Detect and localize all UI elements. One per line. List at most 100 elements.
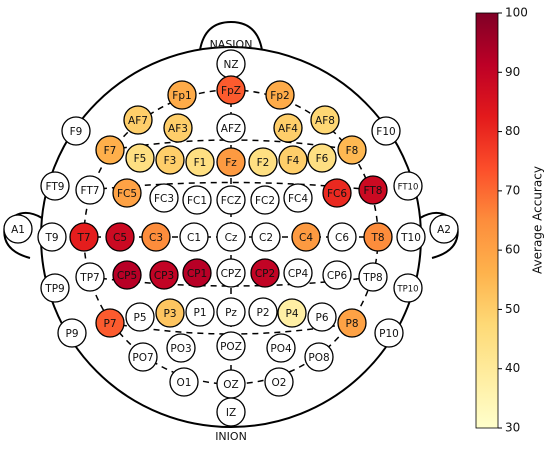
electrode <box>216 222 246 252</box>
electrode <box>182 258 212 288</box>
electrode-label: F4 <box>287 155 300 167</box>
electrode <box>273 113 303 143</box>
electrode-label: OZ <box>223 379 238 391</box>
electrode <box>216 397 246 427</box>
electrode-label: AF4 <box>278 123 298 135</box>
electrode-label: T9 <box>44 232 58 244</box>
electrode <box>283 258 313 288</box>
electrode <box>327 222 357 252</box>
electrode-label: FT7 <box>81 185 100 197</box>
electrode <box>179 222 209 252</box>
electrode-label: C6 <box>335 232 349 244</box>
electrode <box>112 260 142 290</box>
electrode-label: T10 <box>400 232 421 244</box>
electrode-label: CP1 <box>187 268 207 280</box>
electrode-label: AF3 <box>168 123 188 135</box>
electrode <box>363 222 393 252</box>
electrode-label: FT9 <box>46 181 65 193</box>
electrode-label: TP7 <box>79 272 99 284</box>
electrode-label: A2 <box>437 224 451 236</box>
electrode <box>57 318 87 348</box>
electrode-label: C4 <box>299 232 313 244</box>
electrode-label: P3 <box>163 308 176 320</box>
electrode <box>264 367 294 397</box>
electrode-label: F5 <box>134 153 147 165</box>
electrode <box>95 308 125 338</box>
electrode <box>216 113 246 143</box>
electrode <box>69 222 99 252</box>
electrode-label: P9 <box>65 328 78 340</box>
electrode <box>112 178 142 208</box>
electrode <box>304 342 334 372</box>
electrode-label: F6 <box>316 153 329 165</box>
electrode <box>95 135 125 165</box>
colorbar-tick-label: 80 <box>505 124 520 138</box>
electrode-label: A1 <box>11 224 25 236</box>
colorbar-tick-label: 100 <box>505 6 528 20</box>
electrode <box>37 222 67 252</box>
electrode <box>278 145 308 175</box>
electrode <box>266 333 296 363</box>
electrode <box>393 171 423 201</box>
electrode-label: FT8 <box>364 185 383 197</box>
electrode-label: IZ <box>226 407 236 419</box>
electrode-label: P1 <box>193 307 206 319</box>
electrode-label: C1 <box>187 232 201 244</box>
electrode-label: AF8 <box>315 115 335 127</box>
electrode <box>216 331 246 361</box>
electrode <box>251 222 281 252</box>
electrode <box>322 260 352 290</box>
electrode <box>277 298 307 328</box>
electrode-label: F9 <box>70 126 83 138</box>
electrode <box>265 80 295 110</box>
electrode-label: Fp2 <box>270 90 289 102</box>
electrode-label: P10 <box>379 328 399 340</box>
electrode-label: O2 <box>272 377 287 389</box>
colorbar-label: Average Accuracy <box>531 166 545 274</box>
electrode <box>216 185 246 215</box>
electrode <box>216 75 246 105</box>
electrode-label: P4 <box>285 308 298 320</box>
electrode <box>40 273 70 303</box>
electrode <box>291 222 321 252</box>
electrode-label: AFZ <box>221 123 241 135</box>
electrode-label: C5 <box>113 232 127 244</box>
electrode-label: PO7 <box>132 352 153 364</box>
electrode <box>337 135 367 165</box>
electrode <box>149 260 179 290</box>
electrode-label: TP10 <box>396 285 418 295</box>
electrode <box>163 113 193 143</box>
electrode <box>374 318 404 348</box>
electrode-label: F3 <box>164 155 177 167</box>
electrode <box>250 185 280 215</box>
electrode-label: O1 <box>177 377 192 389</box>
electrode-label: FC4 <box>288 193 308 205</box>
electrode-label: TP9 <box>44 283 64 295</box>
nasion-label: NASION <box>210 38 253 51</box>
colorbar-tick-label: 50 <box>505 302 520 316</box>
electrode <box>149 183 179 213</box>
electrode-label: TP8 <box>362 272 382 284</box>
electrodes: NZ Fp1 FpZ Fp2 AF7 AF3 AFZ AF4 AF8 F7 F5 F3 F1 Fz F2 F4… <box>3 49 459 427</box>
electrode <box>216 258 246 288</box>
electrode <box>310 105 340 135</box>
electrode <box>125 302 155 332</box>
electrode-label: FC6 <box>327 188 347 200</box>
electrode-label: Fz <box>225 157 237 169</box>
electrode-label: FCZ <box>221 195 242 207</box>
electrode <box>307 302 337 332</box>
electrode-label: C3 <box>149 232 163 244</box>
electrode <box>61 116 91 146</box>
electrode-label: P6 <box>315 312 328 324</box>
electrode <box>75 262 105 292</box>
electrode <box>123 105 153 135</box>
electrode-label: CP5 <box>117 270 137 282</box>
electrode <box>128 342 158 372</box>
colorbar-tick-label: 40 <box>505 361 520 375</box>
electrode-label: PO3 <box>170 343 191 355</box>
colorbar-ticks: 30 40 50 60 70 80 90 100 <box>498 6 528 435</box>
colorbar-tick-label: 30 <box>505 421 520 435</box>
electrode <box>185 147 215 177</box>
electrode <box>216 147 246 177</box>
electrode <box>248 147 278 177</box>
